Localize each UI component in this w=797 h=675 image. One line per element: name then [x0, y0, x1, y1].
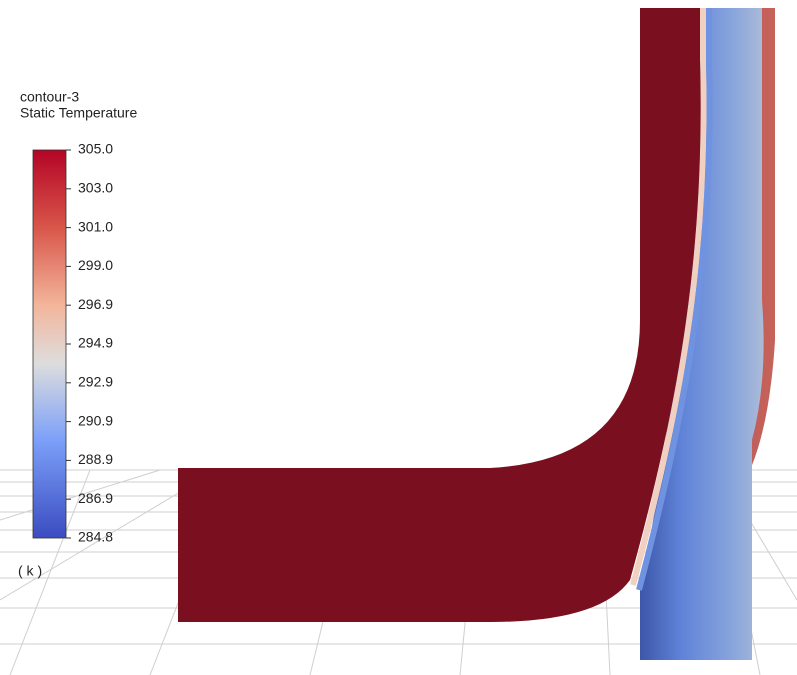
- boundary-layer: [630, 8, 707, 586]
- tick-label: 296.9: [78, 296, 113, 312]
- colorbar-ticks: 305.0 303.0 301.0 299.0 296.9 294.9 292.9 290.9…: [66, 141, 113, 545]
- colorbar: [32, 149, 67, 539]
- tick-label: 290.9: [78, 412, 113, 428]
- tick-label: 294.9: [78, 335, 113, 351]
- tick-label: 301.0: [78, 218, 113, 234]
- hot-wall: [752, 8, 775, 465]
- hot-inlet-pipe: [178, 8, 701, 622]
- legend-unit: ( k ): [18, 563, 42, 579]
- mixing-region: [640, 8, 775, 660]
- boundary-layer-blue: [636, 8, 713, 591]
- tick-label: 286.9: [78, 490, 113, 506]
- tick-label: 284.8: [78, 529, 113, 545]
- tick-label: 292.9: [78, 374, 113, 390]
- tick-label: 305.0: [78, 141, 113, 157]
- legend-title: Static Temperature: [20, 105, 137, 121]
- tick-label: 299.0: [78, 257, 113, 273]
- tick-label: 288.9: [78, 451, 113, 467]
- legend-title: contour-3: [20, 89, 79, 105]
- tick-label: 303.0: [78, 180, 113, 196]
